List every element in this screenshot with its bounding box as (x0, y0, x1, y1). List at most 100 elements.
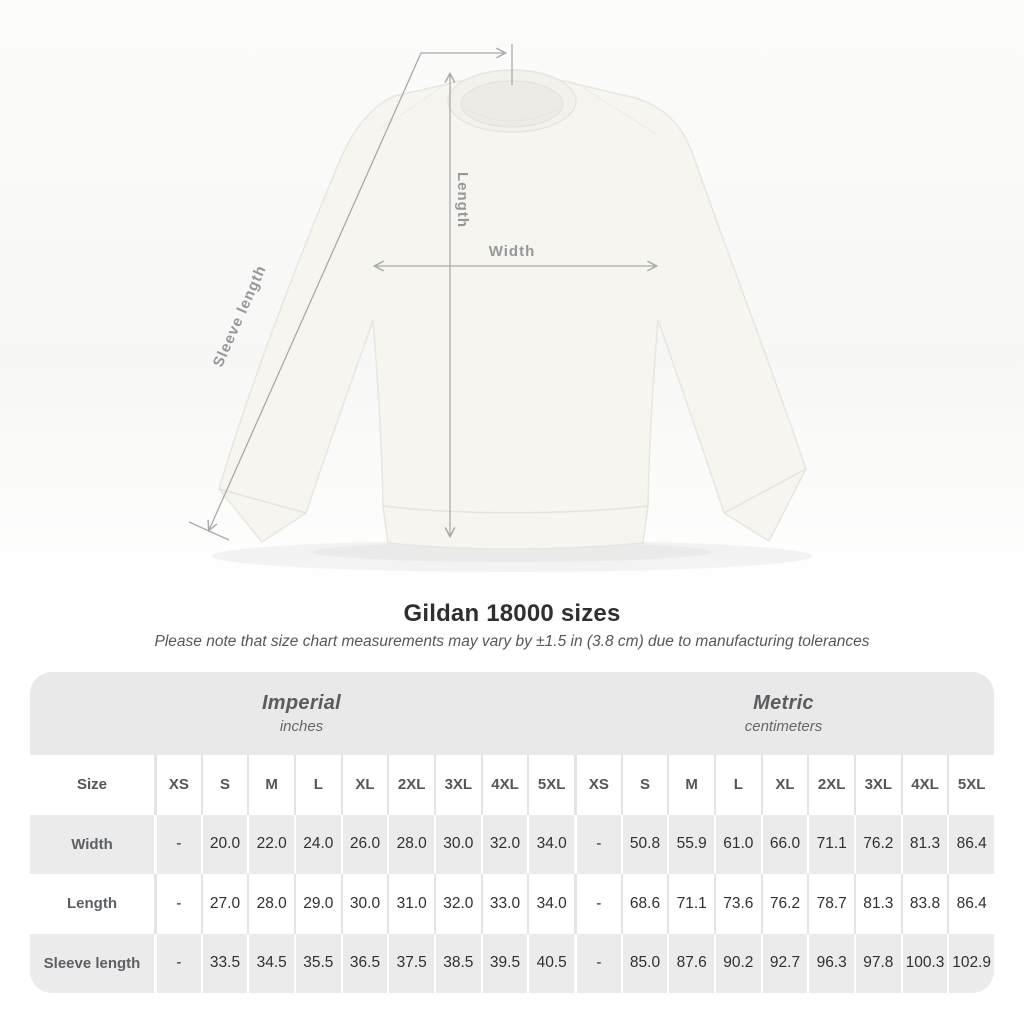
size-header-cell: XS (574, 755, 621, 815)
metric-value-cell: 102.9 (947, 933, 994, 993)
size-header-cell: 2XL (387, 755, 434, 815)
metric-value-cell: 86.4 (947, 814, 994, 874)
metric-value-cell: 100.3 (900, 933, 948, 993)
imperial-value-cell: 33.5 (200, 933, 248, 993)
imperial-value-cell: 39.5 (480, 933, 528, 993)
imperial-value-cell: 30.0 (434, 814, 481, 874)
metric-value-cell: 76.2 (854, 814, 901, 874)
size-header-cell: XS (154, 755, 201, 815)
metric-value-cell: - (574, 814, 621, 874)
sweatshirt-graphic (218, 76, 807, 550)
size-header-cell: S (200, 755, 248, 815)
metric-value-cell: - (574, 933, 621, 993)
imperial-group-name: Imperial (261, 692, 342, 714)
imperial-group-unit: inches (279, 718, 324, 735)
collar-inner-shade (467, 109, 557, 122)
size-header-cell: 2XL (807, 755, 854, 815)
size-header-cell: XL (760, 755, 808, 815)
metric-value-cell: 50.8 (620, 814, 668, 874)
imperial-value-cell: 40.5 (527, 933, 574, 993)
imperial-value-cell: 27.0 (200, 874, 248, 934)
metric-value-cell: 81.3 (900, 814, 948, 874)
metric-value-cell: 86.4 (947, 874, 994, 934)
metric-value-cell: 73.6 (714, 874, 761, 934)
size-header-cell: M (667, 755, 714, 815)
sleeve-measure-diagonal-line (207, 52, 422, 532)
size-header-cell: XL (340, 755, 388, 815)
sleeve-measure-end-tick (188, 521, 230, 541)
product-photo: Length Width Sleeve length (0, 0, 1024, 598)
size-header-cell: 4XL (900, 755, 948, 815)
imperial-value-cell: 38.5 (434, 933, 481, 993)
size-header-cell: S (620, 755, 668, 815)
imperial-value-cell: 26.0 (340, 814, 388, 874)
metric-value-cell: 78.7 (807, 874, 854, 934)
measurement-label: Sleeve length (43, 954, 141, 972)
size-header-cell: M (247, 755, 294, 815)
imperial-value-cell: 36.5 (340, 933, 388, 993)
imperial-value-cell: 34.5 (247, 933, 294, 993)
metric-value-cell: 85.0 (620, 933, 668, 993)
size-header-cell: 5XL (947, 755, 994, 815)
metric-group-header: Metric centimeters (573, 692, 994, 735)
measurement-label: Width (71, 835, 113, 853)
page-title: Gildan 18000 sizes (403, 600, 621, 627)
size-chart-table: Imperial inches Metric centimeters Size X… (30, 672, 994, 993)
right-shoulder-seam (581, 86, 657, 135)
imperial-value-cell: 29.0 (294, 874, 341, 934)
metric-value-cell: - (574, 874, 621, 934)
size-header-cell: 3XL (854, 755, 901, 815)
collar-opening (460, 80, 564, 128)
imperial-value-cell: - (154, 814, 201, 874)
metric-value-cell: 97.8 (854, 933, 901, 993)
metric-value-cell: 90.2 (714, 933, 761, 993)
metric-value-cell: 83.8 (900, 874, 948, 934)
size-header-row: Size XS S M L XL 2XL 3XL 4XL 5XL XS S M L XL 2XL 3XL 4XL 5… (30, 755, 994, 815)
table-row: Length -27.0 28.0 29.0 30.0 31.0 32.0 33.0 34.0-… (30, 874, 994, 934)
metric-value-cell: 92.7 (760, 933, 808, 993)
table-row: Width -20.0 22.0 24.0 26.0 28.0 30.0 32.0 34.0-5… (30, 814, 994, 874)
measurement-label: Length (67, 895, 117, 913)
imperial-value-cell: 24.0 (294, 814, 341, 874)
metric-value-cell: 55.9 (667, 814, 714, 874)
metric-group-unit: centimeters (744, 718, 823, 735)
metric-value-cell: 71.1 (807, 814, 854, 874)
size-header-cell: L (714, 755, 761, 815)
size-header-cell: L (294, 755, 341, 815)
garment-shadow (212, 540, 812, 572)
metric-value-cell: 76.2 (760, 874, 808, 934)
unit-group-header: Imperial inches Metric centimeters (30, 672, 994, 755)
left-cuff-seam (218, 488, 307, 514)
metric-value-cell: 66.0 (760, 814, 808, 874)
imperial-value-cell: 20.0 (200, 814, 248, 874)
length-annotation-label: Length (454, 172, 471, 228)
width-annotation-label: Width (489, 243, 536, 260)
sweatshirt-diagram: Length Width Sleeve length (188, 44, 812, 572)
metric-value-cell: 68.6 (620, 874, 668, 934)
imperial-value-cell: 32.0 (434, 874, 481, 934)
imperial-value-cell: - (154, 933, 201, 993)
imperial-value-cell: 22.0 (247, 814, 294, 874)
metric-value-cell: 61.0 (714, 814, 761, 874)
metric-group-name: Metric (753, 692, 814, 714)
table-row: Sleeve length -33.5 34.5 35.5 36.5 37.5 38.5 39… (30, 933, 994, 993)
imperial-value-cell: 34.0 (527, 814, 574, 874)
imperial-value-cell: - (154, 874, 201, 934)
imperial-group-header: Imperial inches (30, 692, 573, 735)
imperial-value-cell: 34.0 (527, 874, 574, 934)
sleeve-annotation-label: Sleeve length (210, 263, 270, 370)
imperial-value-cell: 28.0 (387, 814, 434, 874)
size-header-cell: 3XL (434, 755, 481, 815)
imperial-value-cell: 30.0 (340, 874, 388, 934)
tolerance-note: Please note that size chart measurements… (154, 633, 870, 650)
imperial-value-cell: 37.5 (387, 933, 434, 993)
metric-value-cell: 87.6 (667, 933, 714, 993)
size-header-cell: 5XL (527, 755, 574, 815)
waistband-seam (382, 505, 649, 514)
left-shoulder-seam (375, 86, 443, 133)
metric-value-cell: 96.3 (807, 933, 854, 993)
imperial-value-cell: 35.5 (294, 933, 341, 993)
metric-value-cell: 81.3 (854, 874, 901, 934)
size-chart-rows: Size XS S M L XL 2XL 3XL 4XL 5XL XS S M L XL 2XL 3XL 4XL 5… (30, 755, 994, 993)
